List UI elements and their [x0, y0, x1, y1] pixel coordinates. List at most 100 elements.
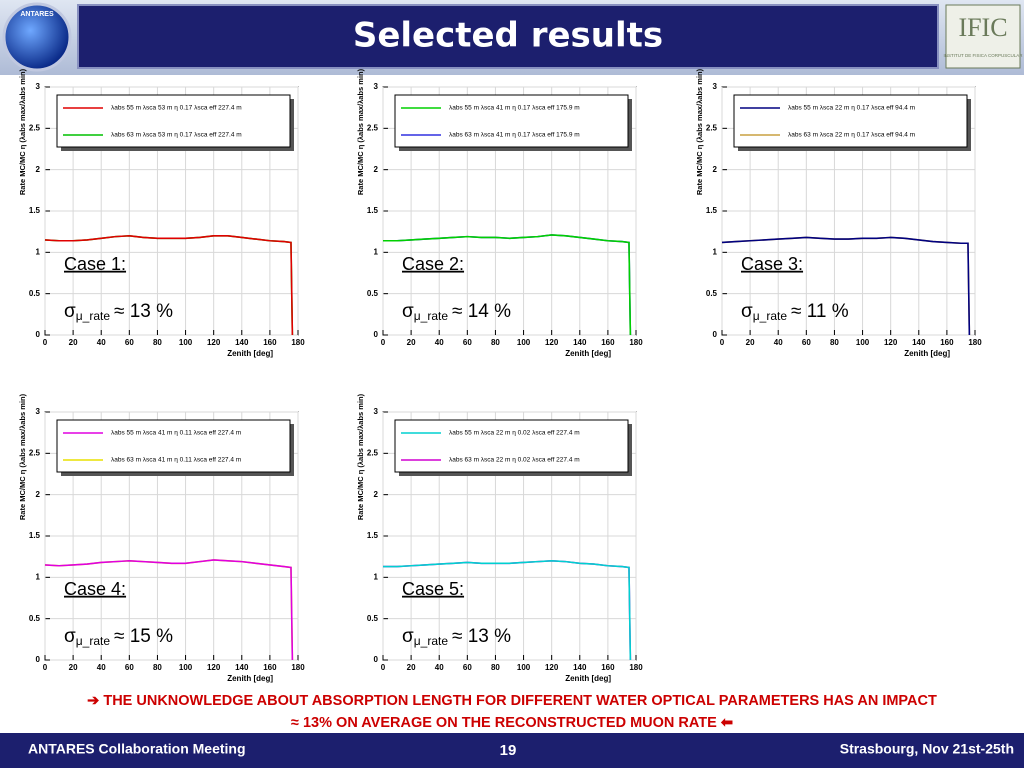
x-tick-label: 180 [291, 663, 305, 672]
x-tick-label: 80 [830, 338, 839, 347]
sigma-value: ≈ 13 % [114, 301, 173, 322]
legend-label: λabs 55 m λsca 41 m η 0.11 λsca eff 227.… [111, 430, 241, 437]
x-tick-label: 140 [573, 663, 587, 672]
y-tick-label: 2 [36, 165, 41, 174]
case-label: Case 4: [64, 579, 126, 599]
case-label: Case 3: [741, 254, 803, 274]
y-tick-label: 1.5 [29, 531, 41, 540]
x-tick-label: 160 [601, 338, 615, 347]
y-tick-label: 1 [374, 572, 379, 581]
conclusion-line: ≈ 13% ON AVERAGE ON THE RECONSTRUCTED MU… [291, 715, 734, 731]
y-tick-label: 0.5 [706, 289, 718, 298]
y-tick-label: 1.5 [706, 206, 718, 215]
x-tick-label: 120 [207, 663, 221, 672]
x-tick-label: 60 [463, 338, 472, 347]
x-tick-label: 120 [545, 338, 559, 347]
x-axis-label: Zenith [deg] [565, 674, 611, 683]
x-axis-label: Zenith [deg] [227, 674, 273, 683]
legend-box [56, 94, 291, 148]
sigma-sub: μ_rate [76, 309, 111, 323]
ific-logo-sub: INSTITUT DE FISICA CORPUSCULAR [944, 53, 1024, 58]
y-axis-label: Rate MC/MC η (λabs max/λabs min) [695, 68, 704, 195]
y-tick-label: 2.5 [706, 123, 718, 132]
x-tick-label: 140 [912, 338, 926, 347]
x-tick-label: 140 [235, 338, 249, 347]
x-tick-label: 20 [407, 338, 416, 347]
sigma-value: ≈ 13 % [452, 626, 511, 647]
x-tick-label: 180 [629, 663, 643, 672]
x-tick-label: 20 [69, 338, 78, 347]
y-tick-label: 2.5 [367, 448, 379, 457]
legend-label: λabs 63 m λsca 22 m η 0.02 λsca eff 227.… [449, 457, 580, 464]
y-tick-label: 0 [374, 330, 379, 339]
sigma-label: σμ_rate ≈ 13 % [64, 301, 173, 323]
sigma-label: σμ_rate ≈ 13 % [402, 626, 511, 648]
series-line [383, 559, 632, 661]
x-tick-label: 100 [517, 338, 531, 347]
legend-label: λabs 63 m λsca 41 m η 0.17 λsca eff 175.… [449, 132, 580, 139]
legend-box [394, 94, 629, 148]
y-tick-label: 1.5 [29, 206, 41, 215]
page-number: 19 [500, 742, 517, 759]
y-tick-label: 0 [36, 655, 41, 664]
antares-logo [2, 2, 72, 72]
legend-label: λabs 55 m λsca 41 m η 0.17 λsca eff 175.… [449, 105, 580, 112]
sigma: σ [64, 626, 76, 647]
x-tick-label: 20 [69, 663, 78, 672]
x-tick-label: 160 [601, 663, 615, 672]
y-tick-label: 0 [374, 655, 379, 664]
y-tick-label: 2 [713, 165, 718, 174]
legend-box [56, 419, 291, 473]
y-tick-label: 3 [374, 407, 379, 416]
y-tick-label: 1 [374, 247, 379, 256]
x-tick-label: 60 [463, 663, 472, 672]
x-tick-label: 80 [153, 663, 162, 672]
x-tick-label: 140 [573, 338, 587, 347]
x-tick-label: 120 [884, 338, 898, 347]
y-tick-label: 0 [713, 330, 718, 339]
legend-label: λabs 63 m λsca 41 m η 0.11 λsca eff 227.… [111, 457, 241, 464]
y-tick-label: 3 [374, 82, 379, 91]
y-tick-label: 1.5 [367, 531, 379, 540]
y-axis-label: Rate MC/MC η (λabs max/λabs min) [18, 393, 27, 520]
x-tick-label: 0 [720, 338, 725, 347]
legend-box [733, 94, 968, 148]
y-tick-label: 2.5 [29, 448, 41, 457]
x-axis-label: Zenith [deg] [904, 349, 950, 358]
sigma-value: ≈ 15 % [114, 626, 173, 647]
case-label: Case 2: [402, 254, 464, 274]
x-tick-label: 40 [774, 338, 783, 347]
y-tick-label: 0 [36, 330, 41, 339]
y-tick-label: 0.5 [29, 289, 41, 298]
sigma-label: σμ_rate ≈ 14 % [402, 301, 511, 323]
footer-right: Strasbourg, Nov 21st-25th [840, 741, 1014, 757]
sigma: σ [741, 301, 753, 322]
y-tick-label: 1 [713, 247, 718, 256]
y-axis-label: Rate MC/MC η (λabs max/λabs min) [356, 393, 365, 520]
sigma-sub: μ_rate [76, 634, 111, 648]
y-tick-label: 3 [36, 407, 41, 416]
ific-logo [945, 4, 1021, 69]
legend-label: λabs 63 m λsca 22 m η 0.17 λsca eff 94.4… [788, 132, 915, 139]
x-tick-label: 40 [97, 338, 106, 347]
x-tick-label: 100 [517, 663, 531, 672]
sigma-sub: μ_rate [414, 309, 449, 323]
ific-logo-text: IFIC [958, 13, 1007, 42]
x-axis-label: Zenith [deg] [565, 349, 611, 358]
y-axis-label: Rate MC/MC η (λabs max/λabs min) [18, 68, 27, 195]
y-tick-label: 2.5 [29, 123, 41, 132]
x-tick-label: 60 [802, 338, 811, 347]
x-tick-label: 160 [263, 663, 277, 672]
conclusion-line: ➔ THE UNKNOWLEDGE ABOUT ABSORPTION LENGT… [87, 693, 937, 709]
case-label: Case 1: [64, 254, 126, 274]
x-tick-label: 160 [940, 338, 954, 347]
y-tick-label: 3 [36, 82, 41, 91]
x-tick-label: 160 [263, 338, 277, 347]
x-tick-label: 140 [235, 663, 249, 672]
x-tick-label: 60 [125, 338, 134, 347]
x-tick-label: 80 [491, 338, 500, 347]
footer-left: ANTARES Collaboration Meeting [28, 741, 246, 757]
x-tick-label: 180 [291, 338, 305, 347]
x-tick-label: 100 [179, 338, 193, 347]
series-line [721, 236, 971, 336]
